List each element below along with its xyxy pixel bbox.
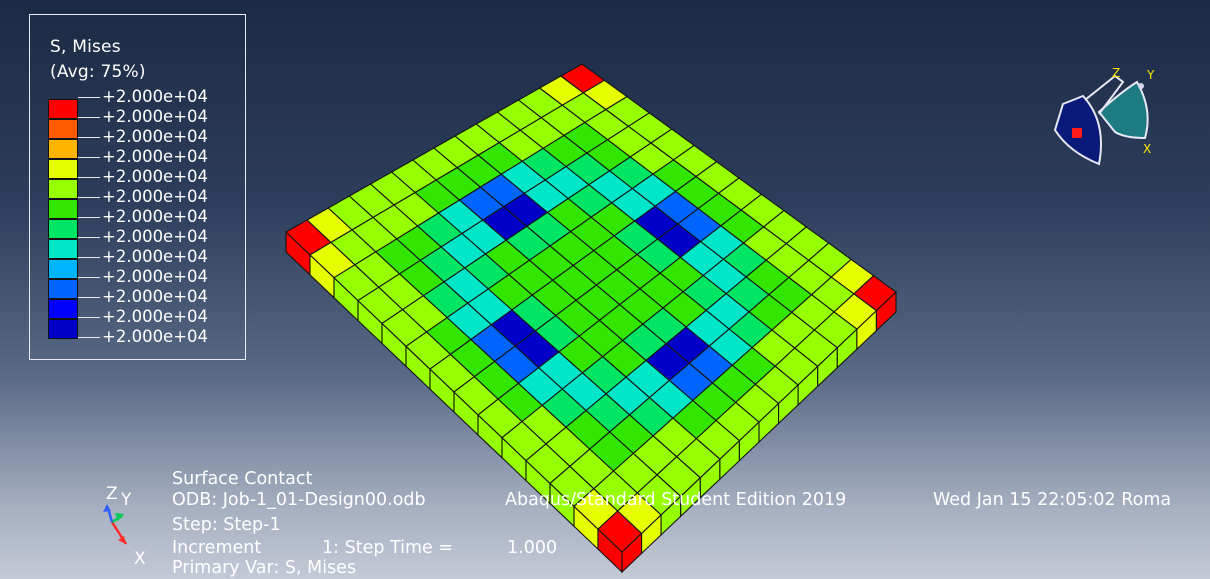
info-title: Surface Contact xyxy=(172,469,313,489)
triad-shield-teal xyxy=(1097,80,1149,140)
legend-value: +2.000e+04 xyxy=(78,147,208,167)
triad-shield-marker xyxy=(1072,128,1082,138)
legend-value: +2.000e+04 xyxy=(78,167,208,187)
legend-value: +2.000e+04 xyxy=(78,327,208,347)
legend-swatch xyxy=(48,99,78,119)
triad-axis-x-arrow xyxy=(118,536,126,544)
info-increment-label: Increment xyxy=(172,538,262,558)
legend-swatch xyxy=(48,219,78,239)
legend-value: +2.000e+04 xyxy=(78,107,208,127)
legend-swatch xyxy=(48,119,78,139)
triad-label-z: Z xyxy=(106,484,118,504)
legend-title: S, Mises xyxy=(50,37,121,57)
legend-value: +2.000e+04 xyxy=(78,127,208,147)
triad-axis-y-arrow xyxy=(115,513,124,521)
legend-swatch xyxy=(48,259,78,279)
view-cube-triad[interactable] xyxy=(1053,74,1149,166)
info-product: Abaqus/Standard Student Edition 2019 xyxy=(505,490,847,510)
legend-value: +2.000e+04 xyxy=(78,287,208,307)
triad-label-x: X xyxy=(134,549,146,569)
legend-value: +2.000e+04 xyxy=(78,267,208,287)
legend-value: +2.000e+04 xyxy=(78,307,208,327)
plate-model xyxy=(285,63,897,574)
legend-values: +2.000e+04 +2.000e+04 +2.000e+04 +2.000e+04… xyxy=(78,87,208,347)
info-date: Wed Jan 15 22:05:02 Roma xyxy=(933,490,1172,510)
legend-swatch xyxy=(48,299,78,319)
legend-value: +2.000e+04 xyxy=(78,207,208,227)
info-step-time: 1.000 xyxy=(507,538,558,558)
info-primary-var: Primary Var: S, Mises xyxy=(172,558,357,578)
legend-subtitle: (Avg: 75%) xyxy=(50,62,146,82)
triad-label-y: Y xyxy=(121,490,132,510)
view-cube-label-x: X xyxy=(1143,142,1152,156)
axis-triad xyxy=(103,504,128,545)
plate-element xyxy=(853,274,897,312)
legend-value: +2.000e+04 xyxy=(78,187,208,207)
legend-swatch xyxy=(48,279,78,299)
triad-axis-z-arrow xyxy=(103,504,111,512)
info-increment-value: 1: Step Time = xyxy=(322,538,454,558)
view-cube-label-z: Z xyxy=(1112,66,1121,80)
triad-origin-dot xyxy=(1138,83,1144,89)
legend-value: +2.000e+04 xyxy=(78,87,208,107)
legend-swatch xyxy=(48,139,78,159)
legend-swatch xyxy=(48,159,78,179)
view-cube-label-y: Y xyxy=(1147,68,1155,82)
legend-swatch xyxy=(48,179,78,199)
legend-swatch xyxy=(48,239,78,259)
legend-color-bar xyxy=(48,99,78,339)
info-step: Step: Step-1 xyxy=(172,515,281,535)
info-odb: ODB: Job-1_01-Design00.odb xyxy=(172,490,426,510)
legend-swatch xyxy=(48,199,78,219)
legend: S, Mises (Avg: 75%) +2.000e+04 +2.000e+04… xyxy=(29,14,246,360)
legend-value: +2.000e+04 xyxy=(78,247,208,267)
triad-link xyxy=(1084,74,1125,115)
legend-swatch xyxy=(48,319,78,339)
legend-value: +2.000e+04 xyxy=(78,227,208,247)
